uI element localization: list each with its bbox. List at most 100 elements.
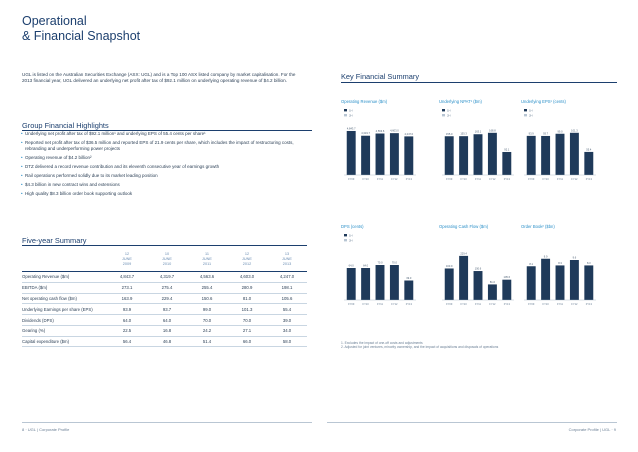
bar-value-label: 93.9 xyxy=(529,131,535,135)
column-header-part: 2012 xyxy=(242,262,252,266)
legend-label: 1H xyxy=(349,233,353,237)
category-tick-label: FY13 xyxy=(406,302,413,306)
category-tick-label: FY09 xyxy=(528,302,535,306)
key-financial-summary-heading: Key Financial Summary xyxy=(341,72,420,81)
bar-value-label: 64.0 xyxy=(363,264,369,268)
bar-value-label: 155.0 xyxy=(446,132,453,136)
row-value: 105.6 xyxy=(267,293,307,305)
category-tick-label: FY09 xyxy=(446,302,453,306)
category-tick-label: FY11 xyxy=(475,177,482,181)
bar-value-label: 163.1 xyxy=(475,130,482,134)
column-header-part: 2013 xyxy=(282,262,292,266)
column-header-part: JUNE xyxy=(162,257,172,261)
kfs-divider xyxy=(341,82,617,83)
highlights-list: Underlying net profit after tax of $92.1… xyxy=(21,131,312,200)
category-tick-label: FY12 xyxy=(489,177,496,181)
bar-value-label: 70.0 xyxy=(377,261,383,265)
row-value: 275.4 xyxy=(147,282,187,294)
page-title-line1: Operational xyxy=(22,14,87,28)
bar xyxy=(502,279,512,300)
bar xyxy=(584,151,594,175)
legend-label: 2H xyxy=(529,113,533,117)
row-value: 70.0 xyxy=(227,314,267,326)
highlights-heading: Group Financial Highlights xyxy=(22,121,109,130)
row-value: 280.9 xyxy=(227,282,267,294)
bar xyxy=(541,258,551,300)
category-tick-label: FY13 xyxy=(504,177,511,181)
row-value: 56.4 xyxy=(107,336,147,348)
row-value: 22.5 xyxy=(107,325,147,337)
bar-value-label: 81.0 xyxy=(490,280,496,284)
chart-title: Operating Cash Flow ($m) xyxy=(439,224,489,229)
chart-title: Operating Revenue ($m) xyxy=(341,99,388,104)
row-value: 66.0 xyxy=(227,336,267,348)
row-label: Gearing (%) xyxy=(22,325,107,337)
category-tick-label: FY13 xyxy=(406,177,413,181)
row-value: 64.0 xyxy=(147,314,187,326)
bar xyxy=(584,265,594,300)
row-value: 64.0 xyxy=(107,314,147,326)
category-tick-label: FY12 xyxy=(391,177,398,181)
row-value: 34.0 xyxy=(267,325,307,337)
highlight-item: $4.3 billion in new contract wins and ex… xyxy=(21,182,312,189)
legend-swatch xyxy=(344,234,347,237)
bar-value-label: 8.1 xyxy=(529,262,533,266)
highlight-item: Operating revenue of $4.2 billion² xyxy=(21,155,312,162)
category-tick-label: FY10 xyxy=(362,302,369,306)
category-tick-label: FY09 xyxy=(348,177,355,181)
category-tick-label: FY13 xyxy=(586,177,593,181)
table-row: Capital expenditure ($m) 56.4 46.8 51.4 66.0… xyxy=(22,336,307,348)
bar-value-label: 229.4 xyxy=(460,251,467,255)
column-header-part: JUNE xyxy=(282,257,292,261)
five-year-header-row: 12 JUNE 2009 10 JUNE 2010 11 JUNE 2011 12 JUNE 2012… xyxy=(22,252,307,272)
row-value: 163.9 xyxy=(107,293,147,305)
footnotes: 1. Excludes the impact of one-off costs … xyxy=(341,341,498,350)
highlight-item: Reported net profit after tax of $36.5 m… xyxy=(21,140,312,153)
row-value: 4,563.6 xyxy=(187,271,227,283)
highlight-item: Underlying net profit after tax of $92.1… xyxy=(21,131,312,138)
bar-value-label: 8.3 xyxy=(558,261,562,265)
legend-label: 1H xyxy=(447,108,451,112)
five-year-column-header: 12 JUNE 2012 xyxy=(227,252,267,272)
column-header-part: JUNE xyxy=(242,257,252,261)
row-value: 39.0 xyxy=(267,314,307,326)
legend-swatch xyxy=(524,114,527,117)
footnote-2: 2. Adjusted for joint ventures, minority… xyxy=(341,345,499,350)
row-label: Operating Revenue ($m) xyxy=(22,271,107,283)
bar-value-label: 55.4 xyxy=(586,147,592,151)
row-value: 4,603.0 xyxy=(227,271,267,283)
five-year-header-blank xyxy=(22,252,107,272)
bar xyxy=(444,136,454,175)
footnote-1: 1. Excludes the impact of one-off costs … xyxy=(341,341,423,345)
five-year-table: 12 JUNE 2009 10 JUNE 2010 11 JUNE 2011 12 JUNE 2012… xyxy=(22,252,307,348)
table-row: Net operating cash flow ($m) 163.9 229.4 15… xyxy=(22,293,307,305)
bar-value-label: 4,843.7 xyxy=(347,126,356,130)
bar xyxy=(555,265,565,300)
bar xyxy=(487,132,497,175)
bar xyxy=(404,136,414,175)
category-tick-label: FY13 xyxy=(504,302,511,306)
five-year-heading: Five-year Summary xyxy=(22,236,87,245)
bar xyxy=(346,130,356,175)
row-label: Underlying Earnings per share (EPS) xyxy=(22,303,107,316)
bar xyxy=(541,135,551,175)
highlight-item: DTZ delivered a record revenue contribut… xyxy=(21,164,312,171)
bar xyxy=(444,268,454,300)
legend-swatch xyxy=(344,109,347,112)
category-tick-label: FY10 xyxy=(542,177,549,181)
legend-swatch xyxy=(442,109,445,112)
bar-value-label: 93.7 xyxy=(543,131,549,135)
legend-label: 1H xyxy=(349,108,353,112)
category-tick-label: FY11 xyxy=(377,177,384,181)
bar-value-label: 4,603.0 xyxy=(390,129,399,133)
legend-label: 2H xyxy=(349,238,353,242)
bar-chart: 8.1 FY09 9.9 FY10 8.3 FY11 9.6 FY12 8.3 FY13 xyxy=(524,254,596,306)
bar-chart: 163.9 FY09 229.4 FY10 150.6 FY11 81.0 FY12 105.6… xyxy=(442,251,514,306)
row-value: 24.2 xyxy=(187,325,227,337)
chart-title: DPS (cents) xyxy=(341,224,364,229)
row-value: 93.7 xyxy=(147,303,187,316)
